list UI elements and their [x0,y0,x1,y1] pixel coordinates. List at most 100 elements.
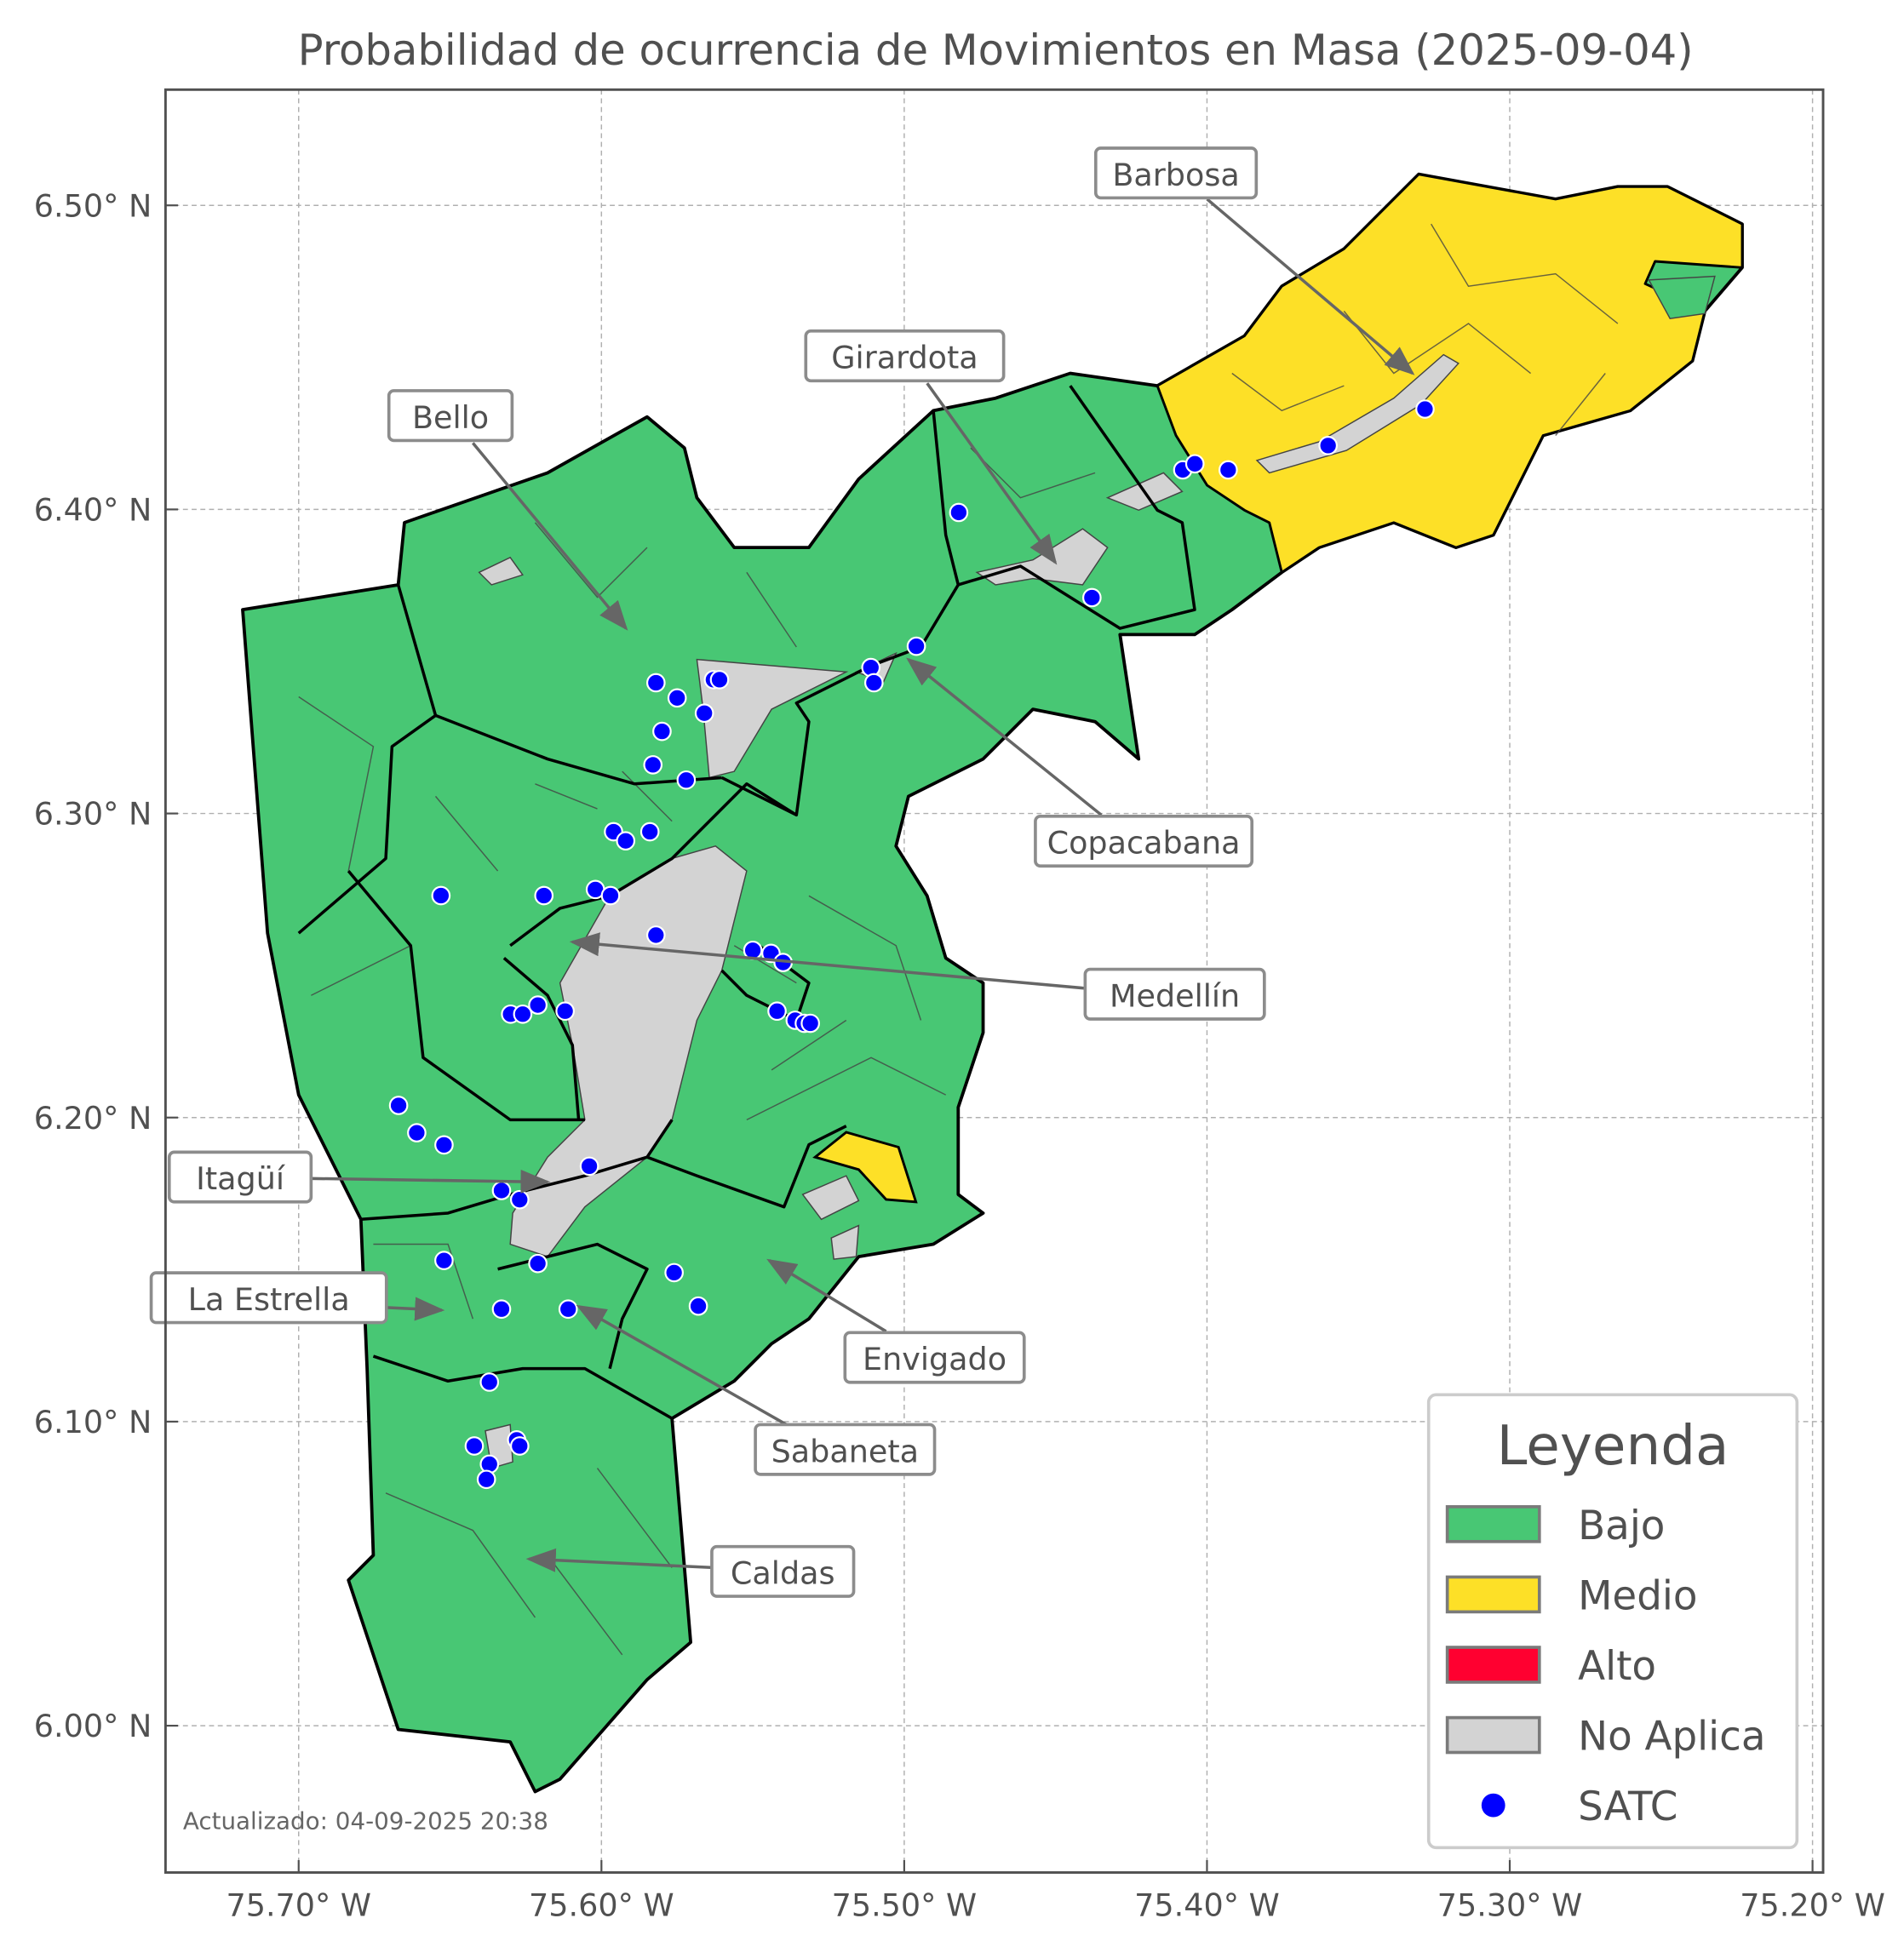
legend-item-no-aplica: No Aplica [1445,1715,1766,1761]
envigado-medio-area [812,1131,918,1204]
satc-point [558,1299,578,1320]
satc-point [528,1253,548,1274]
satc-point [579,1156,599,1177]
x-tick-label: 75.40° W [1134,1887,1280,1924]
annotation-arrow [576,1304,788,1426]
satc-point [664,1263,684,1283]
legend-item-satc: SATC [1481,1784,1677,1830]
satc-point [645,673,666,693]
inner-boundaries [298,223,1619,1656]
satc-point [767,1001,787,1022]
legend-swatch [1445,1646,1541,1684]
annotations: Barbosa Girardota Bello Copacabana Medellín I… [149,146,1415,1598]
annotation-caldas: Caldas [525,1544,856,1598]
legend-item-alto: Alto [1445,1644,1656,1690]
annotation-label: Envigado [863,1341,1006,1377]
annotation-itag-: Itagüí [167,1150,551,1204]
x-tick-label: 75.30° W [1437,1887,1583,1924]
legend-label: Medio [1578,1573,1697,1619]
legend-label: Alto [1578,1644,1656,1690]
satc-point [434,1251,454,1270]
annotation-arrow [906,657,1103,816]
satc-point [863,673,884,693]
y-tick-label: 6.30° N [34,796,152,833]
annotation-la-estrella: La Estrella [149,1271,445,1325]
axes-frame [163,88,1825,1875]
envigado-urban-area-2 [830,1224,860,1260]
annotation-label: Caldas [731,1555,835,1591]
annotation-box [710,1544,856,1598]
satc-point [709,670,730,690]
axis-ticks: 75.70° W 75.60° W 75.50° W 75.40° W 75.30° W… [34,187,1885,1923]
satc-points [388,399,1435,1490]
satc-point [534,885,554,906]
satc-point [491,1299,512,1320]
annotation-arrow [1206,198,1415,375]
satc-point [1219,460,1238,480]
annotation-barbosa: Barbosa [1093,146,1415,375]
annotation-label: Medellín [1110,977,1240,1014]
annotation-box [1034,814,1254,868]
bello-urban-area-2 [478,556,524,586]
annotation-arrow [471,442,628,631]
envigado-urban-area [801,1175,860,1221]
legend-item-bajo: Bajo [1445,1503,1665,1549]
annotation-label: Copacabana [1047,825,1241,862]
satc-point [1082,587,1102,608]
barbosa-river-area [1255,353,1460,474]
satc-point [667,688,687,708]
x-tick-label: 75.70° W [226,1887,371,1924]
legend-swatch [1445,1715,1541,1755]
annotation-label: Itagüí [196,1160,286,1197]
satc-point [509,1436,530,1456]
satc-point [688,1296,708,1316]
annotation-box [804,329,1006,383]
satc-point [600,885,621,906]
update-timestamp: Actualizado: 04-09-2025 20:38 [183,1806,548,1835]
annotation-label: Sabaneta [771,1433,919,1469]
legend-swatch [1445,1505,1541,1543]
legend-label: No Aplica [1578,1715,1765,1761]
legend-label: Bajo [1578,1503,1665,1549]
satc-point [800,1013,820,1033]
y-tick-label: 6.50° N [34,187,152,224]
municipal-boundaries [297,385,1196,1420]
satc-point [643,755,663,775]
satc-point [1184,454,1205,474]
legend-marker [1481,1793,1505,1818]
satc-point [1318,436,1339,455]
y-tick-label: 6.10° N [34,1404,152,1440]
satc-point [555,1001,575,1022]
annotation-box [387,389,514,443]
satc-point [906,636,926,656]
annotation-box [149,1271,388,1325]
y-tick-label: 6.20° N [34,1100,152,1137]
annotation-arrow [525,1548,716,1572]
satc-point [407,1123,427,1142]
annotation-girardota: Girardota [804,329,1058,565]
annotation-envigado: Envigado [766,1258,1026,1384]
x-tick-label: 75.20° W [1740,1887,1885,1924]
y-tick-label: 6.00° N [34,1708,152,1744]
annotation-box [1093,146,1259,200]
satc-point [434,1135,454,1155]
satc-point [676,770,697,790]
satc-point [694,703,714,724]
annotation-sabaneta: Sabaneta [576,1304,937,1476]
annotation-label: La Estrella [188,1281,350,1318]
satc-point [616,831,636,851]
satc-point [949,502,969,523]
legend-label: SATC [1578,1784,1677,1830]
satc-point [431,885,451,906]
satc-point [1415,399,1435,419]
satc-point [639,822,660,842]
satc-point [513,1004,533,1024]
legend-item-medio: Medio [1445,1573,1697,1619]
satc-point [528,995,548,1015]
satc-point [509,1189,530,1210]
ne-bajo-patch [1648,275,1716,320]
satc-point [491,1181,512,1200]
annotation-box [167,1150,313,1204]
map-title: Probabilidad de ocurrencia de Movimiento… [298,26,1694,75]
